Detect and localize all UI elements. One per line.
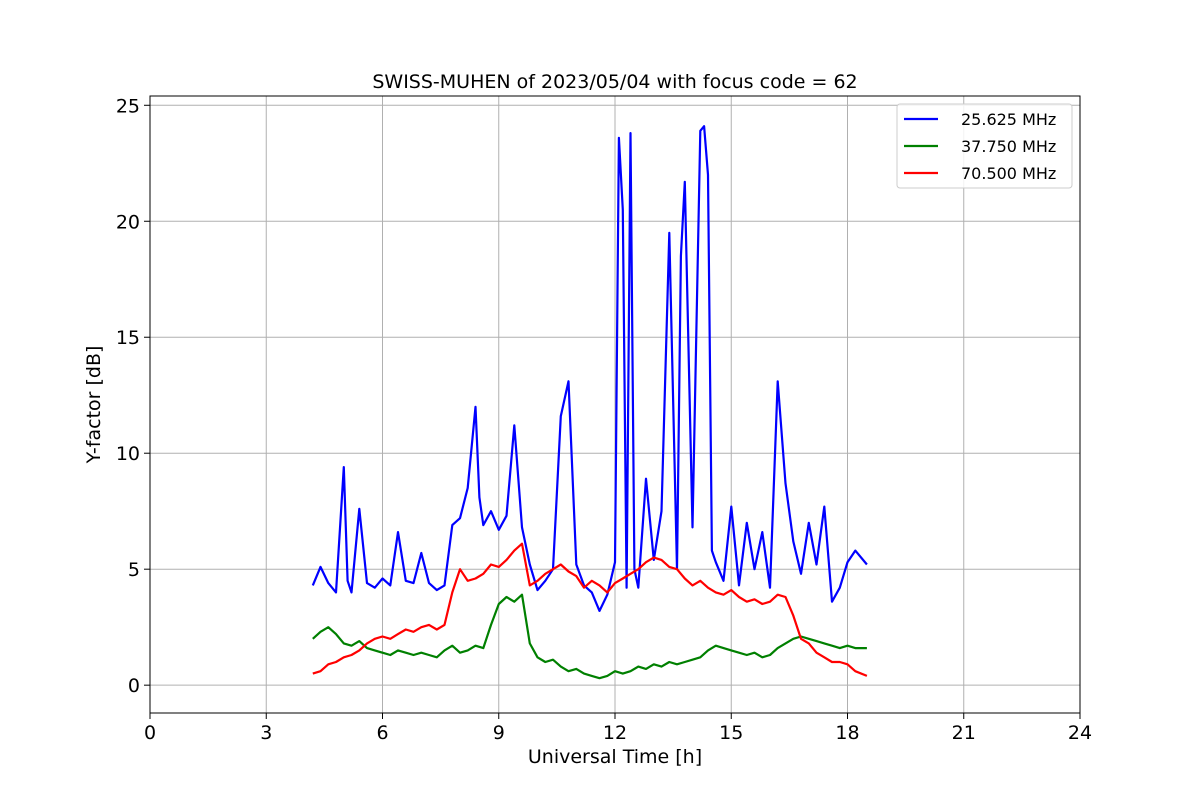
x-tick-label: 24 xyxy=(1068,722,1092,744)
y-tick-label: 10 xyxy=(116,443,140,465)
x-axis-label: Universal Time [h] xyxy=(528,746,702,768)
series-group xyxy=(311,125,868,680)
legend-label: 25.625 MHz xyxy=(961,110,1056,129)
y-tick-label: 25 xyxy=(116,95,140,117)
y-axis-label: Y-factor [dB] xyxy=(83,346,105,465)
x-tick-label: 9 xyxy=(493,722,505,744)
x-tick-label: 15 xyxy=(719,722,743,744)
x-tick-label: 18 xyxy=(835,722,859,744)
chart-title: SWISS-MUHEN of 2023/05/04 with focus cod… xyxy=(372,71,857,93)
x-tick-label: 0 xyxy=(144,722,156,744)
series-line-3 xyxy=(312,542,868,677)
x-tick-label: 3 xyxy=(260,722,272,744)
y-tick-label: 0 xyxy=(128,675,140,697)
y-tick-label: 5 xyxy=(128,559,140,581)
legend: 25.625 MHz 37.750 MHz 70.500 MHz xyxy=(896,103,1073,189)
x-tick-label: 12 xyxy=(603,722,627,744)
series-line-1 xyxy=(311,125,868,613)
x-tick-label: 6 xyxy=(376,722,388,744)
series-line-2 xyxy=(312,593,867,680)
x-tick-label: 21 xyxy=(952,722,976,744)
axis-ticks: 0 3 6 9 12 15 18 21 24 0 5 10 15 20 25 xyxy=(116,95,1092,744)
y-tick-label: 20 xyxy=(116,211,140,233)
legend-label: 70.500 MHz xyxy=(961,164,1056,183)
legend-box xyxy=(896,103,1073,189)
legend-label: 37.750 MHz xyxy=(961,137,1056,156)
y-tick-label: 15 xyxy=(116,327,140,349)
